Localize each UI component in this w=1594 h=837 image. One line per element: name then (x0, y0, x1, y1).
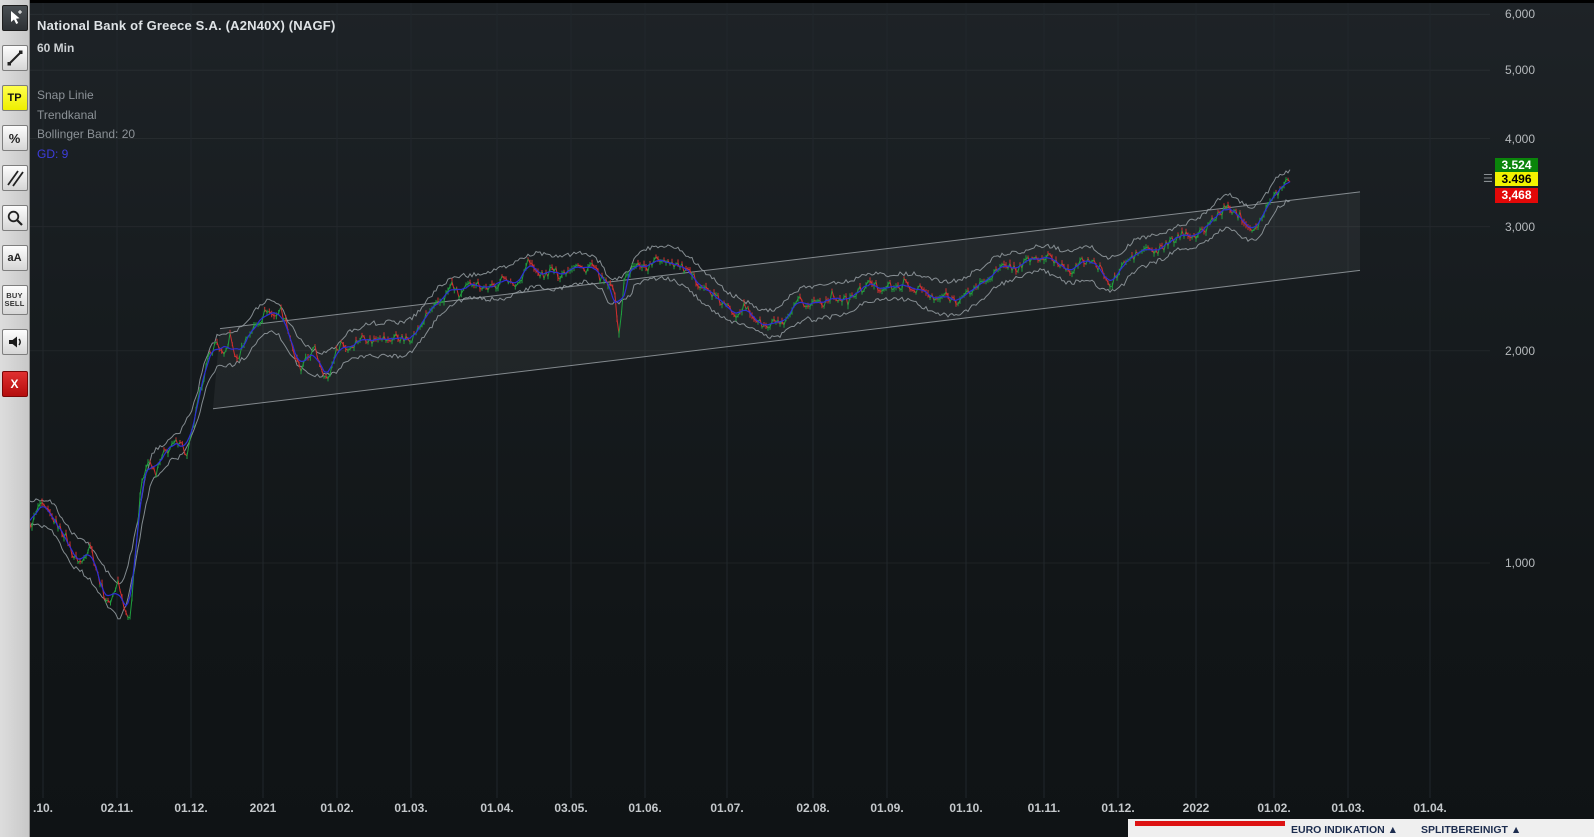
footer-bar: EURO INDIKATION ▲ SPLITBEREINIGT ▲ (1128, 819, 1594, 837)
magnifier-icon (7, 210, 23, 226)
y-axis-label: 2,000 (1504, 343, 1535, 358)
x-axis-label: 01.06. (628, 801, 662, 815)
legend-item-bollinger-band[interactable]: Bollinger Band: 20 (37, 127, 136, 141)
parallel-lines-icon (6, 170, 24, 187)
x-axis-label: 01.02. (1257, 801, 1291, 815)
cursor-tool-button[interactable] (1, 5, 28, 31)
cursor-icon (10, 10, 22, 24)
footer-tab-splitbereinigt[interactable]: SPLITBEREINIGT ▲ (1421, 824, 1522, 836)
chart-timeframe: 60 Min (37, 41, 75, 55)
parallel-channel-tool-button[interactable] (1, 165, 28, 191)
price-tags: ☰ 3.524 3.496 3,468 (1483, 158, 1538, 203)
top-border (0, 0, 1594, 3)
y-axis-label: 4,000 (1504, 131, 1535, 146)
x-axis-label: 01.02. (320, 801, 354, 815)
bid-price-tag: 3,468 (1495, 188, 1538, 203)
legend-item-snap-linie[interactable]: Snap Linie (37, 88, 94, 102)
x-axis-label: 01.10. (949, 801, 983, 815)
chart-title: National Bank of Greece S.A. (A2N40X) (N… (37, 18, 336, 33)
chart-header: National Bank of Greece S.A. (A2N40X) (N… (37, 18, 335, 164)
y-axis-label: 5,000 (1504, 63, 1535, 78)
y-axis-label: 6,000 (1504, 7, 1535, 22)
y-axis-label: 1,000 (1504, 556, 1535, 570)
indicator-legend: Snap Linie Trendkanal Bollinger Band: 20… (37, 86, 335, 164)
bollinger-lower-band (29, 199, 1291, 620)
turning-point-button[interactable]: TP (1, 85, 28, 111)
x-axis-label: 01.09. (870, 801, 904, 815)
trend-channel-upper-line[interactable] (219, 191, 1361, 330)
x-axis-label: 01.04. (480, 801, 514, 815)
x-axis-label: 03.05. (554, 801, 588, 815)
price-tag-grip-icon[interactable]: ☰ (1483, 173, 1493, 185)
ask-price-tag: 3.524 (1495, 158, 1538, 172)
zoom-tool-button[interactable] (1, 205, 28, 231)
buy-label: BUY (6, 290, 23, 300)
gd-line (29, 181, 1291, 607)
y-axis-label: 3,000 (1504, 219, 1535, 234)
x-axis-label: 01.11. (1027, 801, 1061, 815)
x-axis-label: 01.12. (174, 801, 208, 815)
x-axis-label: 2022 (1182, 801, 1210, 815)
footer-highlight-bar (1135, 821, 1285, 826)
x-axis-label: 02.11. (100, 801, 134, 815)
x-axis-label: 01.03. (1331, 801, 1365, 815)
trendline-tool-button[interactable] (1, 45, 28, 71)
alert-sound-button[interactable] (1, 329, 28, 355)
x-axis-label: 01.04. (1413, 801, 1447, 815)
sell-label: SELL (4, 299, 25, 308)
legend-item-trendkanal[interactable]: Trendkanal (37, 107, 97, 122)
buy-sell-button[interactable]: BUY SELL (1, 285, 28, 315)
font-size-tool-button[interactable]: aA (1, 245, 28, 271)
x-axis-label: 01.07. (710, 801, 744, 815)
x-axis-label: .10. (32, 801, 53, 815)
trend-channel-lower-line[interactable] (212, 269, 1361, 410)
last-price-tag: 3.496 (1495, 172, 1538, 186)
x-axis-label: 2021 (249, 801, 277, 815)
legend-item-gd[interactable]: GD: 9 (37, 146, 69, 161)
x-axis-label: 01.12. (1101, 801, 1135, 815)
drawing-toolbar: TP % aA BUY SELL X (0, 0, 30, 837)
bollinger-upper-band (29, 169, 1291, 585)
x-axis-label: 02.08. (796, 801, 830, 815)
speaker-icon (8, 336, 21, 348)
trendline-icon (7, 50, 22, 66)
close-button[interactable]: X (1, 371, 28, 397)
footer-tab-euro-indikation[interactable]: EURO INDIKATION ▲ (1291, 824, 1399, 836)
x-axis-label: 01.03. (394, 801, 428, 815)
percent-tool-button[interactable]: % (1, 125, 28, 151)
